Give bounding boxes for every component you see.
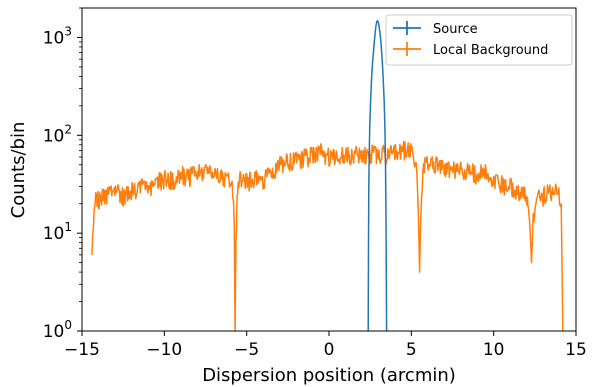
y-tick-label: 103	[43, 24, 72, 48]
legend-entry-source: Source	[393, 21, 478, 37]
legend-entry-local-background: Local Background	[393, 42, 548, 58]
x-tick-label: −10	[146, 340, 182, 360]
x-tick-label: −5	[234, 340, 259, 360]
x-axis: −15 −10 −5 0 5 10 15	[64, 331, 587, 360]
y-tick-label: 102	[43, 122, 72, 146]
legend-box	[385, 14, 573, 66]
x-tick-label: 5	[406, 340, 417, 360]
legend: Source Local Background	[385, 14, 573, 66]
x-tick-label: 15	[565, 340, 587, 360]
y-axis: 100 101 102 103	[43, 7, 82, 342]
x-tick-label: −15	[64, 340, 100, 360]
series-line-local-background	[91, 140, 564, 331]
y-tick-label: 100	[43, 318, 72, 342]
x-axis-label: Dispersion position (arcmin)	[202, 365, 456, 386]
y-tick-label: 101	[43, 220, 72, 244]
series-line-source	[367, 20, 388, 331]
y-axis-label: Counts/bin	[8, 122, 29, 219]
legend-label-source: Source	[433, 22, 478, 37]
series-layer	[91, 20, 564, 331]
x-tick-label: 0	[324, 340, 335, 360]
legend-label-local-background: Local Background	[433, 43, 548, 58]
x-tick-label: 10	[483, 340, 505, 360]
